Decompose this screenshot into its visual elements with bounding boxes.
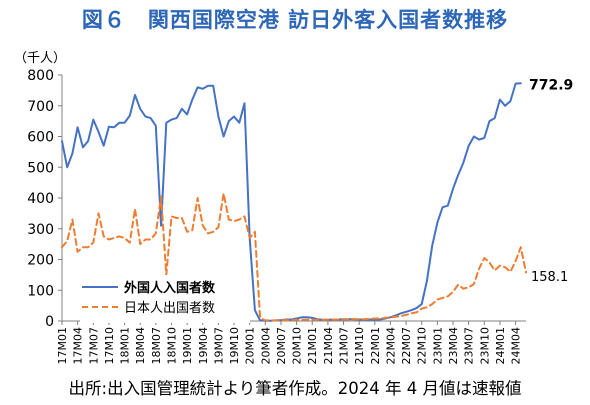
x-tick-label: 24M01	[494, 327, 507, 365]
series-line-japanese-departures	[61, 192, 527, 322]
y-tick-label: 0	[45, 314, 54, 330]
y-axis: 0 100 200 300 400 500 600 700 800	[27, 68, 63, 330]
x-tick-label: 22M01	[369, 327, 382, 365]
x-tick-label: 20M01	[244, 327, 257, 365]
y-tick-label: 200	[27, 253, 54, 269]
series-layer	[61, 82, 527, 322]
end-labels: 772.9 158.1	[529, 77, 573, 285]
x-tick-label: 17M07	[87, 327, 100, 365]
y-tick-label: 800	[27, 68, 54, 84]
x-tick-label: 20M04	[259, 327, 272, 365]
x-axis: 17M01 17M04 17M07 17M10 18M01 18M04 18M07 18M10…	[56, 320, 526, 365]
y-tick-label: 100	[27, 283, 54, 299]
x-tick-label: 19M01	[181, 327, 194, 365]
x-tick-label: 17M04	[72, 327, 85, 365]
x-tick-label: 20M10	[291, 327, 304, 365]
x-tick-label: 21M04	[322, 327, 335, 365]
x-tick-label: 21M10	[353, 327, 366, 365]
x-tick-label: 23M04	[447, 327, 460, 365]
x-tick-label: 23M07	[463, 327, 476, 365]
x-tick-label: 21M01	[306, 327, 319, 365]
x-tick-label: 19M10	[228, 327, 241, 365]
x-tick-label: 22M04	[384, 327, 397, 365]
legend-box	[80, 275, 250, 323]
source-note: 出所:出入国管理統計より筆者作成。2024 年 4 月値は速報値	[68, 379, 522, 398]
end-label-foreign: 772.9	[529, 77, 573, 93]
y-tick-label: 500	[27, 160, 54, 176]
x-tick-label: 18M01	[119, 327, 132, 365]
x-tick-label: 18M04	[134, 327, 147, 365]
x-tick-label: 17M10	[103, 327, 116, 365]
series-line-foreign-entrants	[61, 82, 522, 322]
x-tick-label: 19M04	[197, 327, 210, 365]
x-tick-label: 23M10	[478, 327, 491, 365]
x-tick-label: 23M01	[431, 327, 444, 365]
y-tick-label: 400	[27, 191, 54, 207]
x-tick-label: 18M07	[150, 327, 163, 365]
x-tick-label: 21M07	[338, 327, 351, 365]
x-tick-label: 17M01	[56, 327, 69, 365]
end-label-japanese: 158.1	[531, 270, 568, 285]
x-tick-label: 20M07	[275, 327, 288, 365]
x-tick-label: 24M04	[510, 327, 523, 365]
legend-label: 日本人出国者数	[124, 301, 215, 316]
x-tick-label: 18M10	[165, 327, 178, 365]
x-tick-label: 22M10	[416, 327, 429, 365]
y-axis-unit-label: （千人）	[14, 51, 66, 66]
chart-title: 図６ 関西国際空港 訪日外客入国者数推移	[81, 8, 509, 32]
x-tick-label: 22M07	[400, 327, 413, 365]
x-tick-label: 19M07	[212, 327, 225, 365]
y-tick-label: 700	[27, 99, 54, 115]
y-tick-label: 600	[27, 130, 54, 146]
legend-label: 外国人入国者数	[123, 280, 216, 296]
y-tick-label: 300	[27, 222, 54, 238]
